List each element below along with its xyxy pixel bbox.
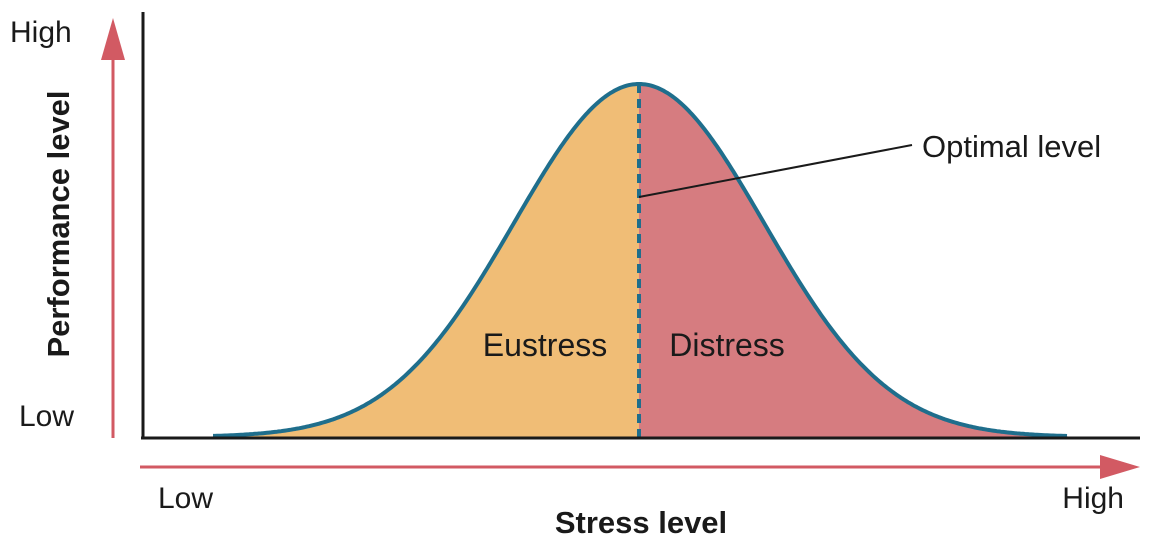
x-high-label: High [1062, 482, 1124, 515]
y-low-label: Low [19, 400, 74, 433]
x-direction-arrow [140, 455, 1140, 479]
eustress-area [213, 84, 639, 437]
callout-leader-line [638, 144, 913, 198]
x-low-label: Low [158, 482, 213, 515]
distress-label: Distress [669, 327, 785, 363]
x-axis-title: Stress level [555, 505, 727, 540]
distress-area [639, 84, 1068, 437]
y-direction-arrow [101, 18, 125, 438]
eustress-label: Eustress [483, 327, 607, 363]
y-axis-title: Performance level [41, 90, 76, 357]
optimal-level-label: Optimal level [922, 129, 1101, 164]
y-high-label: High [10, 16, 72, 49]
